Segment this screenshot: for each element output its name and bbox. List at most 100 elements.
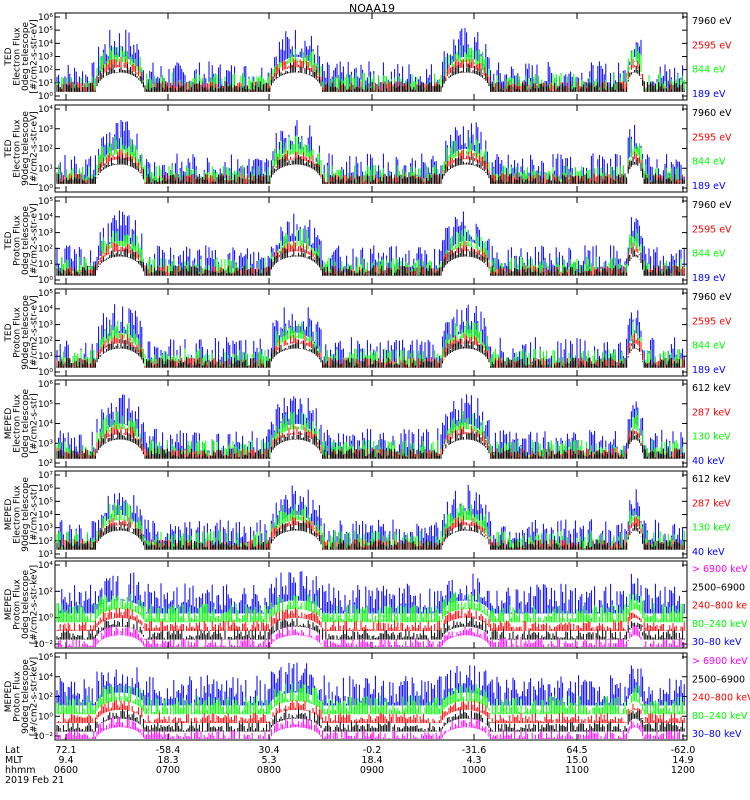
- y-axis-label: TEDProton Flux90deg telescope[#/cm2-s-st…: [4, 295, 40, 370]
- y-axis-label-line: 90deg telescope: [21, 477, 31, 552]
- y-tick-label: 10⁶: [38, 653, 53, 663]
- legend-entry: 287 keV: [692, 498, 731, 509]
- y-tick-label: 10⁴: [38, 511, 53, 521]
- y-tick-label: 10⁴: [38, 420, 53, 430]
- y-tick-label: 10²: [38, 537, 53, 547]
- y-tick-label: 10³: [38, 125, 53, 135]
- legend-entry: 189 eV: [692, 365, 726, 376]
- y-axis-label-line: 90deg telescope: [21, 111, 31, 186]
- x-row-value: 72.1: [55, 745, 76, 756]
- x-row-value: 0700: [156, 765, 180, 776]
- y-axis-label-line: 0deg telescope: [21, 206, 31, 276]
- x-row-value: -62.0: [671, 745, 696, 756]
- y-axis-label-line: MEPED: [4, 589, 14, 621]
- y-tick-label: 10⁰: [38, 712, 53, 722]
- legend-entry: 2595 eV: [692, 132, 732, 143]
- legend-entry: 612 keV: [692, 474, 731, 485]
- y-tick-label: 10³: [38, 439, 53, 449]
- y-tick-label: 10⁴: [38, 105, 53, 115]
- y-axis-label-line: 90deg telescope: [21, 295, 31, 370]
- series-trace: [56, 699, 685, 723]
- x-row-value: 0600: [54, 765, 78, 776]
- y-axis-label-line: Proton Flux: [13, 579, 23, 630]
- legend-entry: > 6900 keV: [692, 564, 748, 575]
- x-row-value: 1000: [462, 765, 486, 776]
- series-trace: [56, 62, 685, 92]
- legend-entry: 2595 eV: [692, 40, 732, 51]
- y-tick-label: 10⁶: [38, 484, 53, 494]
- chart-title: NOAA19: [349, 2, 395, 15]
- data-traces: [56, 485, 685, 550]
- y-tick-label: 10¹: [38, 164, 53, 174]
- y-tick-label: 10³: [38, 321, 53, 331]
- y-tick-label: 10⁵: [38, 197, 53, 207]
- legend-entry: 2595 eV: [692, 224, 732, 235]
- data-traces: [56, 28, 685, 92]
- y-axis-label-line: TED: [4, 231, 14, 250]
- legend-entry: 130 keV: [692, 523, 731, 534]
- panel-frame: [54, 560, 688, 649]
- y-tick-label: 10³: [38, 229, 53, 239]
- x-row-value: 18.3: [157, 755, 178, 766]
- x-row-name: MLT: [5, 755, 23, 766]
- y-tick-label: 10²: [38, 336, 53, 346]
- legend-entry: 7960 eV: [692, 292, 732, 303]
- y-axis-label-line: Electron Flux: [13, 27, 23, 86]
- x-row-value: 64.5: [566, 745, 587, 756]
- x-row-name: hhmm: [5, 765, 36, 776]
- y-tick-label: 10⁶: [38, 13, 53, 23]
- y-axis-label-line: MEPED: [4, 499, 14, 531]
- y-axis-label: MEPEDProton Flux90deg telescope[#/cm2-s-…: [4, 657, 40, 736]
- series-trace: [56, 716, 685, 739]
- x-row-value: 1200: [671, 765, 695, 776]
- x-row-value: 0900: [360, 765, 384, 776]
- y-axis-label-line: TED: [4, 323, 14, 342]
- y-axis-label-line: [#/cm2-s-str-eV]: [30, 19, 40, 94]
- y-axis-label: MEPEDElectron Flux90deg telescope[#/cm2-…: [4, 477, 40, 552]
- panel-frame: [54, 288, 688, 377]
- y-tick-label: 10¹: [38, 260, 53, 270]
- series-trace: [56, 616, 685, 640]
- legend-entry: 287 keV: [692, 407, 731, 418]
- y-tick-label: 10¹: [38, 79, 53, 89]
- x-row-value: -0.2: [363, 745, 382, 756]
- y-axis-label-line: [#/cm2-s-str-keV]: [30, 657, 40, 736]
- y-axis-label: MEPEDElectron Flux0deg telescope[#/cm2-s…: [4, 389, 40, 459]
- legend-entry: 80–240 keV: [692, 711, 748, 722]
- x-row-value: 30.4: [258, 745, 279, 756]
- series-trace: [56, 429, 685, 459]
- y-axis-label-line: TED: [4, 139, 14, 158]
- legend-entry: 7960 eV: [692, 16, 732, 27]
- series-trace: [56, 210, 685, 276]
- y-axis-label-line: Proton Flux: [13, 215, 23, 266]
- y-axis-label-line: [#/cm2-s-str-eV]: [30, 111, 40, 186]
- panel-frame: [54, 196, 688, 285]
- series-trace: [56, 520, 685, 550]
- legend-entry: 7960 eV: [692, 200, 732, 211]
- legend-entry: 30–80 keV: [692, 729, 742, 740]
- y-axis-label-line: Electron Flux: [13, 485, 23, 544]
- legend-entry: 189 eV: [692, 89, 726, 100]
- y-tick-label: 10⁰: [38, 276, 53, 286]
- legend-entry: > 6900 keV: [692, 656, 748, 667]
- legend-entry: 240–800 ke: [692, 601, 747, 612]
- legend-entry: 80–240 keV: [692, 619, 748, 630]
- series-trace: [56, 591, 685, 623]
- x-row-value: 18.4: [361, 755, 382, 766]
- series-trace: [56, 338, 685, 368]
- data-traces: [56, 394, 685, 459]
- y-axis-label-line: 90deg telescope: [21, 659, 31, 734]
- legend-entry: 189 eV: [692, 273, 726, 284]
- x-axis-labels: Lat 72.1 -58.4 30.4 -0.2 -31.6 64.5 -62.0 MLT 9.4…: [5, 745, 695, 786]
- data-traces: [56, 210, 685, 276]
- x-row-value: 15.0: [566, 755, 587, 766]
- x-row-value: 1100: [565, 765, 589, 776]
- x-row-name: Lat: [5, 745, 20, 756]
- y-axis-label-line: [#/cm2-s-str-eV]: [30, 295, 40, 370]
- y-axis-label-line: Proton Flux: [13, 671, 23, 722]
